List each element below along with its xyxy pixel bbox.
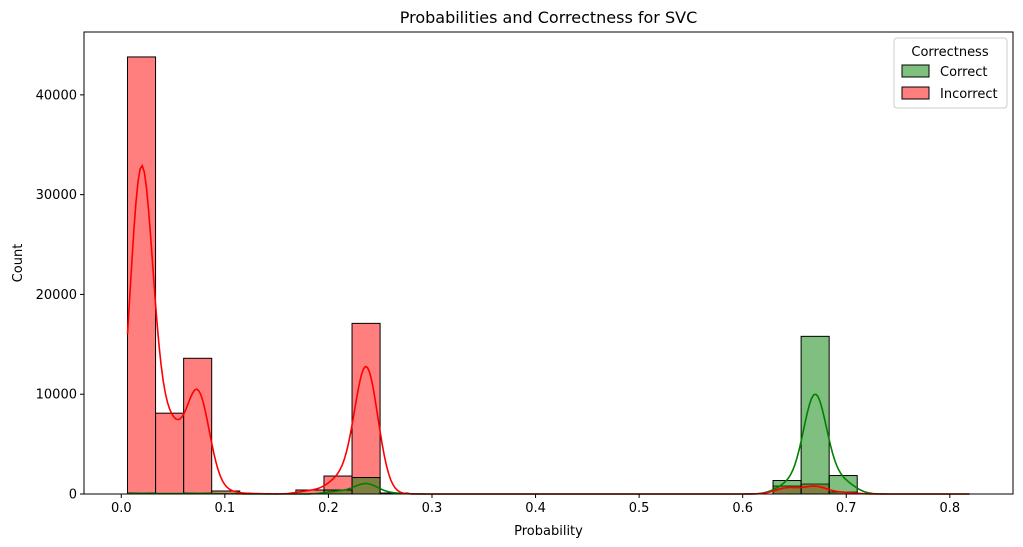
x-axis-label: Probability [514, 524, 583, 539]
plot-area [83, 31, 1014, 495]
plot-frame [83, 31, 1014, 495]
bar-correct-24 [800, 335, 830, 495]
x-tick-label: 0.3 [422, 501, 443, 516]
bar-incorrect-0 [126, 56, 157, 495]
legend-title: Correctness [911, 45, 988, 60]
bar-incorrect-1 [155, 412, 185, 495]
x-tick-label: 0.2 [318, 501, 339, 516]
legend-label-incorrect: Incorrect [940, 87, 998, 102]
y-tick-label: 0 [69, 488, 77, 503]
x-tick-label: 0.5 [629, 501, 650, 516]
legend-label-correct: Correct [940, 65, 987, 80]
x-axis: 0.0 0.1 0.2 0.3 0.4 0.5 0.6 0.7 0.8 [111, 494, 960, 516]
plot-background [84, 32, 1013, 494]
bar-incorrect-2 [183, 357, 213, 495]
y-axis-label: Count [11, 244, 26, 283]
x-tick-label: 0.4 [525, 501, 546, 516]
x-tick-label: 0.7 [836, 501, 857, 516]
legend-swatch-incorrect [901, 86, 930, 100]
x-tick-label: 0.0 [111, 501, 132, 516]
x-tick-label: 0.8 [939, 501, 960, 516]
y-axis: 0 10000 20000 30000 40000 [36, 88, 84, 503]
y-tick-label: 10000 [36, 388, 77, 403]
y-tick-label: 20000 [36, 288, 77, 303]
y-tick-label: 30000 [36, 188, 77, 203]
y-tick-label: 40000 [36, 88, 77, 103]
x-tick-label: 0.6 [732, 501, 753, 516]
legend-swatch-correct [901, 64, 930, 78]
chart-title: Probabilities and Correctness for SVC [400, 8, 698, 27]
legend: Correctness Correct Incorrect [893, 37, 1008, 109]
bar-incorrect-8 [351, 322, 381, 495]
x-tick-label: 0.1 [215, 501, 236, 516]
